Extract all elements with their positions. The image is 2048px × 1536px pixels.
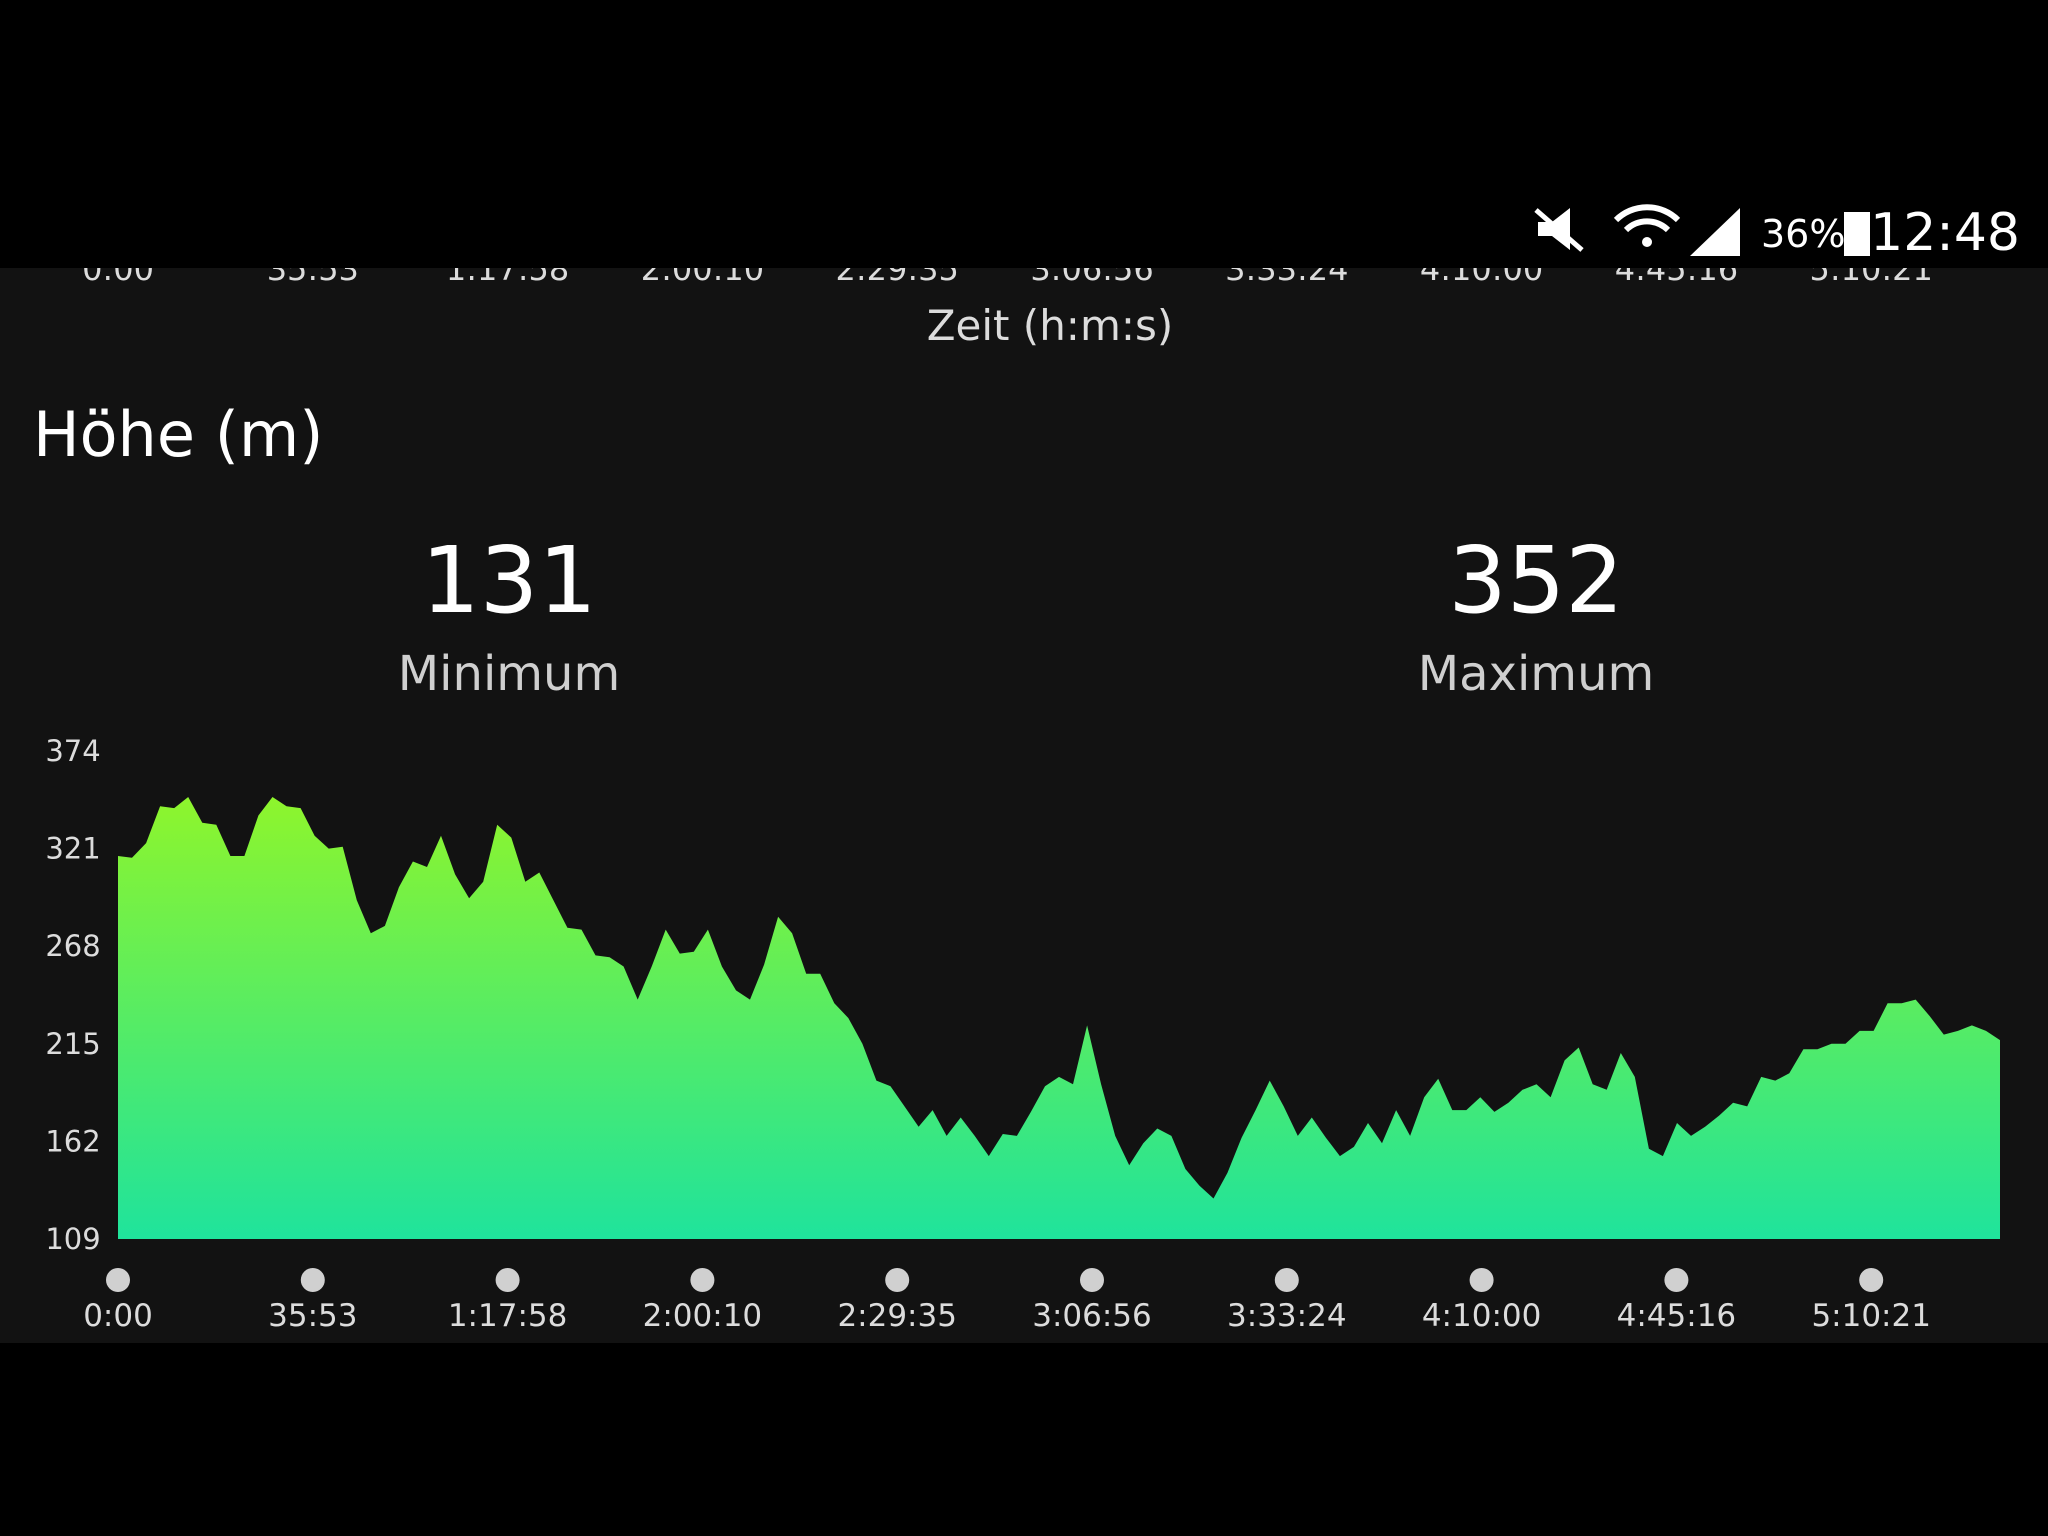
y-tick-label: 162 [45,1124,100,1158]
mute-icon [1534,208,1584,252]
x-tick-label: 3:33:24 [1227,1298,1347,1334]
battery-percent: 36% [1761,212,1845,256]
x-tick-label: 1:17:58 [448,1298,568,1334]
y-tick-label: 268 [45,929,100,963]
x-tick-dot [1274,1268,1299,1292]
stat-value: 131 [421,527,597,634]
clock: 12:48 [1870,203,2020,263]
x-tick-dot [106,1268,130,1292]
battery-icon [1844,212,1870,256]
stats: 131 Minimum 352 Maximum [398,527,1654,702]
stat-label: Maximum [1418,646,1655,702]
x-tick-dot [1080,1268,1104,1292]
x-tick-dot [495,1268,520,1292]
x-tick-dot [300,1268,325,1292]
x-tick-dot [1859,1268,1884,1292]
stat-value: 352 [1448,527,1624,634]
y-tick-label: 321 [45,832,100,866]
x-tick-label: 0:00 [83,1298,153,1334]
x-tick-label: 35:53 [268,1298,357,1334]
signal-icon [1690,208,1740,256]
section-title: Höhe (m) [33,398,323,471]
x-tick-label: 5:10:21 [1811,1298,1931,1334]
x-tick-dot [1664,1268,1689,1292]
y-tick-label: 374 [45,734,100,768]
x-axis-label: Zeit (h:m:s) [927,301,1174,350]
x-tick-label: 4:45:16 [1617,1298,1737,1334]
elevation-chart: 109 162 215 268 321 374 0:00 35:53 1:17:58 2:00:1… [45,734,2000,1334]
x-tick-dot [885,1268,910,1292]
x-tick-label: 3:06:56 [1032,1298,1152,1334]
status-bar [0,0,2048,268]
x-tick-dot [690,1268,715,1292]
wifi-icon [1613,204,1681,247]
x-tick-label: 2:29:35 [837,1298,957,1334]
elevation-area [118,797,2000,1239]
y-tick-label: 109 [45,1222,100,1256]
x-tick-dot [1469,1268,1494,1292]
x-tick-label: 2:00:10 [643,1298,763,1334]
stat-label: Minimum [398,646,620,702]
x-tick-label: 4:10:00 [1422,1298,1542,1334]
y-tick-label: 215 [45,1027,100,1061]
